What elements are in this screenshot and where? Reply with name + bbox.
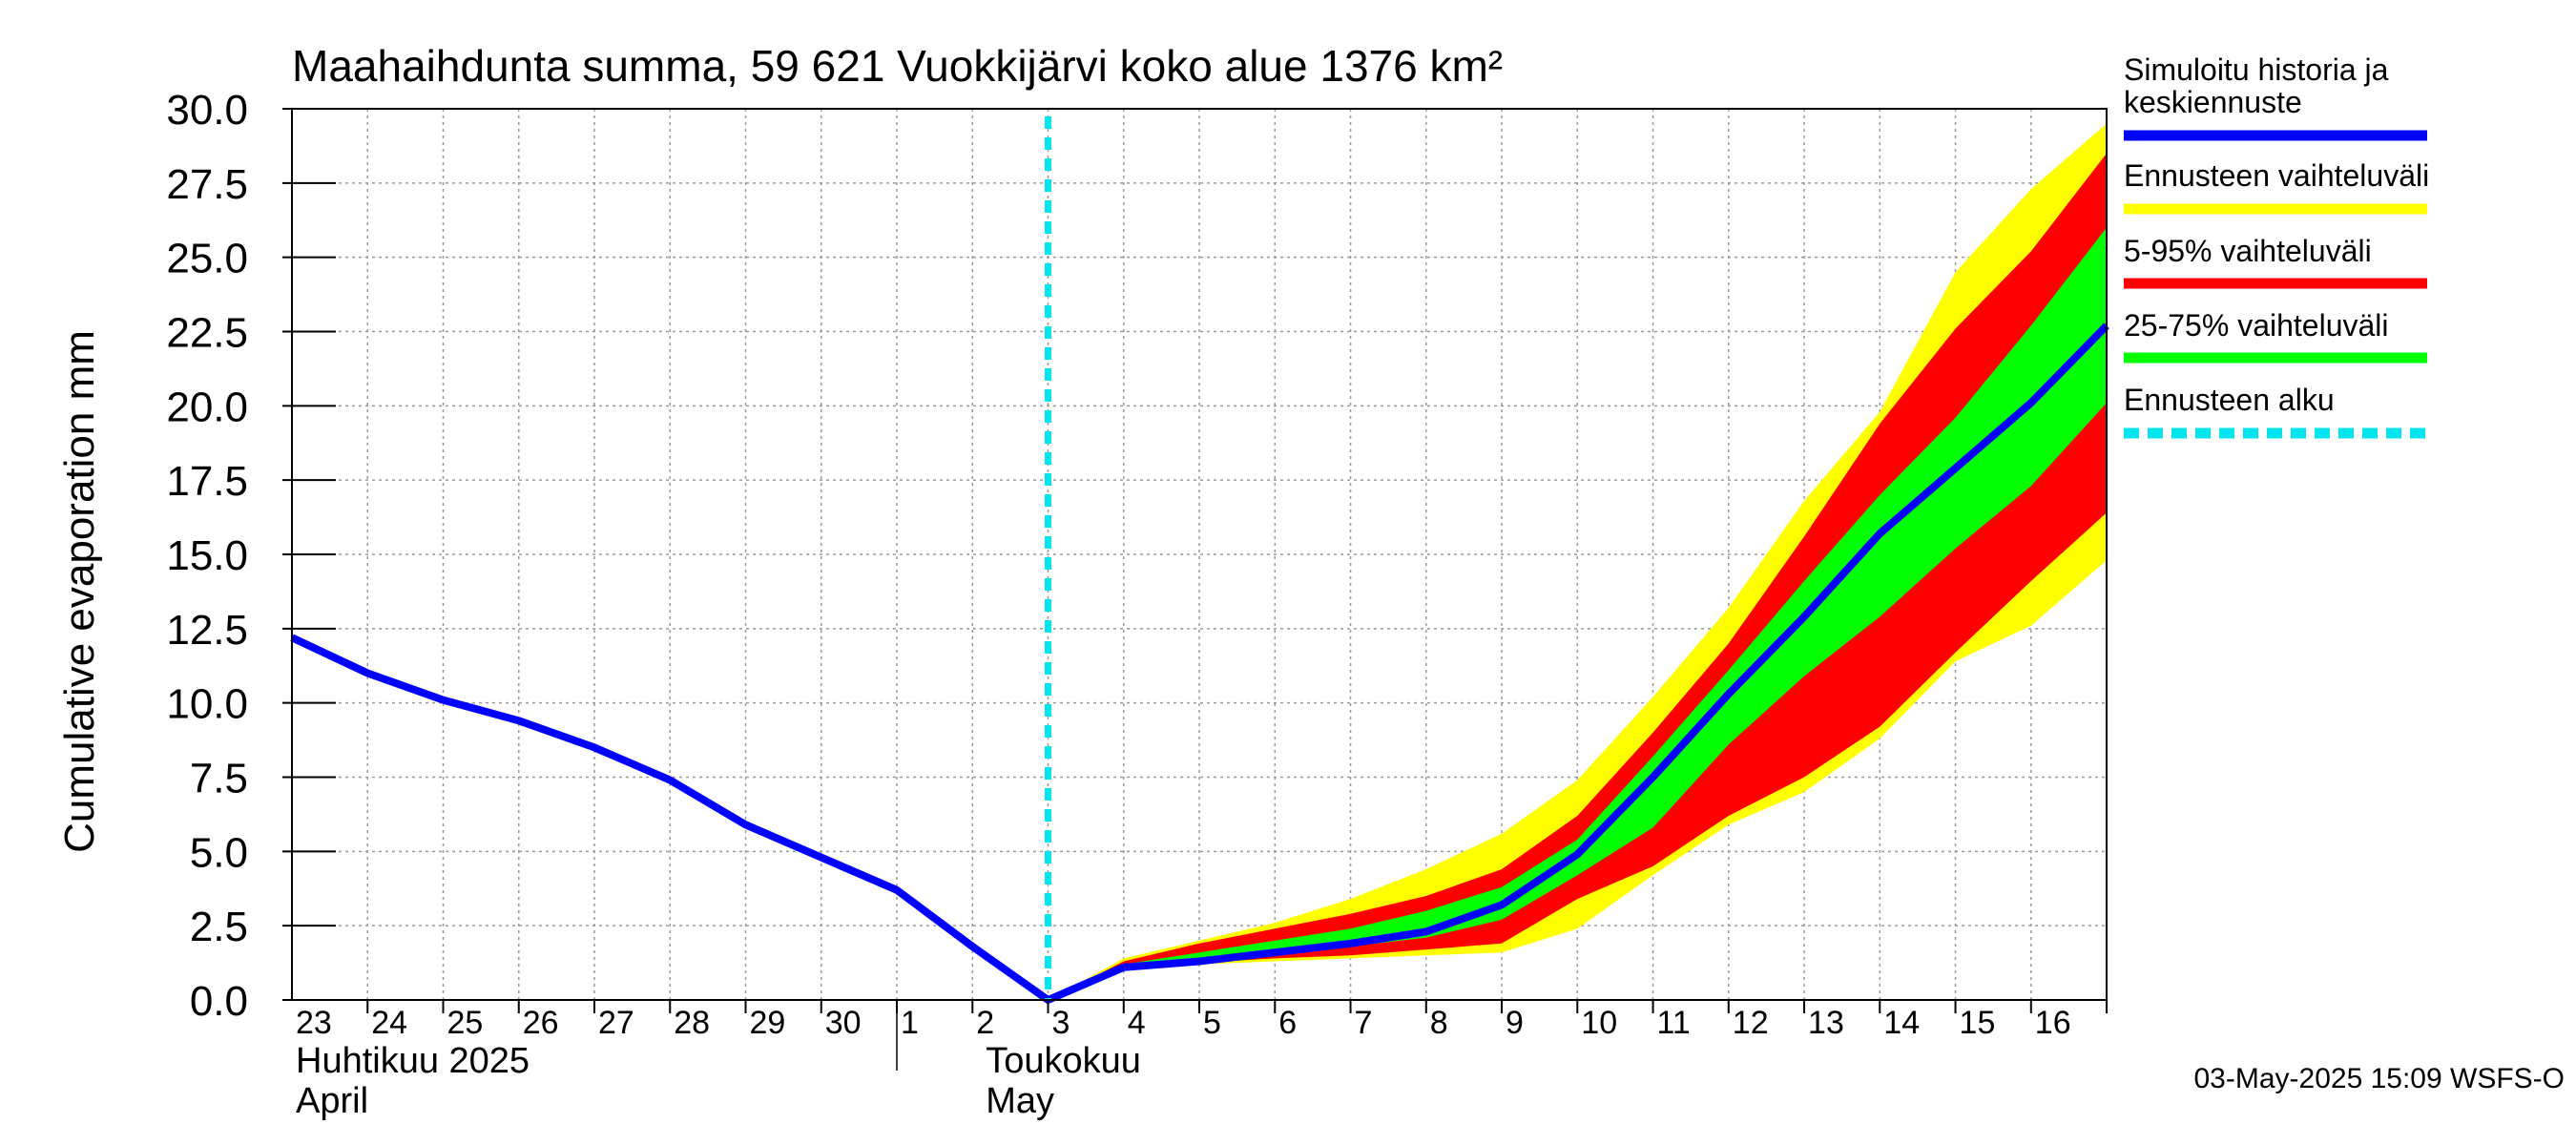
y-tick-label: 25.0 <box>166 236 248 282</box>
month-label: Huhtikuu 2025 <box>296 1041 530 1081</box>
x-tick-label: 8 <box>1430 1005 1448 1041</box>
legend-label: 25-75% vaihteluväli <box>2124 308 2389 343</box>
data-lines <box>290 116 2109 1004</box>
y-tick-label: 5.0 <box>190 829 248 876</box>
y-tick-label: 7.5 <box>190 756 248 802</box>
timestamp-footer: 03-May-2025 15:09 WSFS-O <box>2194 1063 2566 1094</box>
legend-label: Ennusteen vaihteluväli <box>2124 158 2429 193</box>
y-tick-label: 12.5 <box>166 607 248 654</box>
y-tick-label: 27.5 <box>166 161 248 208</box>
axes <box>282 108 2109 1071</box>
x-tick-label: 5 <box>1203 1005 1221 1041</box>
y-tick-label: 22.5 <box>166 310 248 357</box>
forecast-bands <box>1048 123 2107 1001</box>
x-tick-label: 6 <box>1278 1005 1297 1041</box>
x-tick-label: 30 <box>825 1005 862 1041</box>
chart-title: Maahaihdunta summa, 59 621 Vuokkijärvi k… <box>292 41 1503 91</box>
y-tick-label: 17.5 <box>166 458 248 505</box>
legend-label: 5-95% vaihteluväli <box>2124 234 2372 268</box>
x-tick-label: 1 <box>901 1005 919 1041</box>
band-25-75-vaihteluv-li <box>1048 227 2107 1000</box>
y-tick-labels: 0.0 2.5 5.0 7.5 10.0 12.5 15.0 17.5 20.0 22.5 25.0… <box>166 87 248 1025</box>
x-tick-label: 14 <box>1883 1005 1920 1041</box>
x-tick-label: 2 <box>976 1005 994 1041</box>
x-tick-label: 7 <box>1355 1005 1373 1041</box>
x-tick-label: 12 <box>1733 1005 1769 1041</box>
x-tick-label: 9 <box>1506 1005 1524 1041</box>
x-tick-label: 29 <box>750 1005 786 1041</box>
x-tick-label: 28 <box>674 1005 710 1041</box>
month-label-english: April <box>296 1081 368 1121</box>
month-label: Toukokuu <box>986 1041 1141 1081</box>
y-tick-label: 2.5 <box>190 904 248 950</box>
month-label-english: May <box>986 1081 1054 1121</box>
x-tick-label: 11 <box>1657 1005 1691 1041</box>
x-tick-label: 13 <box>1808 1005 1844 1041</box>
x-tick-label: 23 <box>296 1005 332 1041</box>
x-tick-label: 4 <box>1128 1005 1146 1041</box>
x-tick-label: 25 <box>447 1005 484 1041</box>
y-tick-label: 15.0 <box>166 532 248 579</box>
x-tick-label: 3 <box>1052 1005 1070 1041</box>
x-tick-label: 16 <box>2035 1005 2071 1041</box>
x-tick-label: 24 <box>371 1005 407 1041</box>
x-tick-label: 10 <box>1581 1005 1617 1041</box>
y-tick-label: 20.0 <box>166 384 248 430</box>
y-tick-label: 10.0 <box>166 681 248 728</box>
y-tick-label: 0.0 <box>190 978 248 1025</box>
y-axis-title: Cumulative evaporation mm <box>56 330 103 853</box>
legend-label-line2: keskiennuste <box>2124 85 2302 119</box>
legend-label: Ennusteen alku <box>2124 383 2335 417</box>
x-tick-label: 27 <box>598 1005 634 1041</box>
legend-label: Simuloitu historia ja <box>2124 52 2389 87</box>
y-tick-label: 30.0 <box>166 87 248 134</box>
x-tick-label: 15 <box>1960 1005 1996 1041</box>
mean-line <box>290 323 2109 1004</box>
x-tick-labels: 23 24 25 26 27 28 29 30 1 2 3 4 5 6 7 8 9 10 11 12 13 14 15 16 <box>296 1005 2071 1041</box>
x-tick-label: 26 <box>523 1005 559 1041</box>
